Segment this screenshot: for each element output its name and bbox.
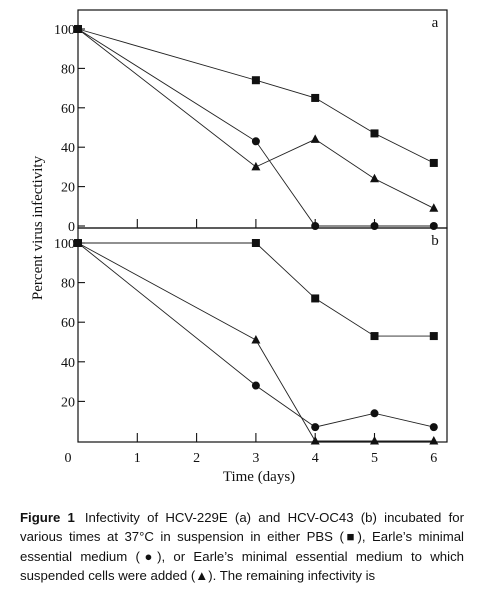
y-tick-label-a-40: 40 — [61, 141, 75, 156]
marker-triangle-b-0 — [73, 238, 83, 247]
marker-square-a-4 — [429, 158, 438, 167]
marker-circle-a-3 — [370, 222, 379, 230]
panel-a: 0 20 40 60 80 100 a — [54, 9, 448, 235]
series-line-a-triangle — [77, 28, 435, 209]
marker-triangle-b-4 — [429, 436, 439, 445]
series-line-b-square — [78, 242, 434, 337]
figure: Percent virus infectivity Time (days) 02… — [30, 9, 448, 485]
panel-b: 20 40 60 80 100 b 0 1 2 3 4 5 6 — [54, 227, 448, 466]
x-axis-label: Time (days) — [223, 469, 295, 485]
marker-triangle-a-1 — [251, 161, 261, 171]
marker-circle-a-2 — [311, 222, 320, 230]
marker-triangle-b-3 — [370, 436, 379, 445]
y-tick-label-a-20: 20 — [61, 181, 75, 196]
y-tick-label-b-60: 60 — [61, 316, 75, 331]
y-tick-label-a-0: 0 — [68, 220, 75, 235]
y-tick-label-a-80: 80 — [61, 62, 75, 77]
marker-circle-a-4 — [429, 222, 438, 230]
marker-triangle-a-0 — [73, 24, 83, 33]
marker-square-b-4 — [429, 332, 438, 341]
marker-triangle-b-1 — [251, 335, 261, 344]
marker-square-a-3 — [370, 129, 379, 138]
caption-label: Figure 1 — [20, 510, 75, 525]
marker-square-a-2 — [311, 93, 320, 102]
y-tick-label-b-40: 40 — [61, 356, 75, 371]
y-tick-label-a-60: 60 — [61, 102, 75, 117]
marker-circle-b-3 — [370, 409, 379, 418]
figure-caption: Figure 1 Infectivity of HCV-229E (a) and … — [20, 508, 464, 586]
y-tick-label-b-20: 20 — [61, 395, 75, 410]
marker-square-a-1 — [251, 76, 260, 85]
plot-frame-b — [77, 227, 448, 443]
y-tick-label-a-100: 100 — [54, 23, 75, 38]
x-tick-label-4: 4 — [312, 451, 319, 466]
x-tick-label-6: 6 — [430, 451, 437, 466]
marker-square-b-2 — [311, 294, 320, 303]
marker-triangle-a-2 — [310, 134, 320, 143]
marker-circle-b-4 — [429, 423, 438, 432]
marker-square-b-3 — [370, 332, 379, 341]
y-axis-label: Percent virus infectivity — [30, 155, 46, 300]
marker-triangle-b-2 — [310, 436, 320, 445]
marker-triangle-a-4 — [429, 203, 439, 212]
panel-label-b: b — [431, 233, 439, 249]
y-tick-label-b-100: 100 — [54, 237, 75, 252]
marker-square-b-1 — [251, 239, 260, 247]
marker-circle-b-1 — [251, 381, 260, 390]
y-tick-label-b-80: 80 — [61, 277, 75, 292]
panel-label-a: a — [432, 15, 439, 31]
marker-circle-b-2 — [311, 423, 320, 432]
x-tick-label-0: 0 — [65, 451, 72, 466]
x-tick-label-3: 3 — [252, 451, 259, 466]
marker-triangle-a-3 — [370, 173, 379, 183]
marker-circle-a-1 — [251, 137, 260, 146]
plot-frame-a — [77, 9, 448, 229]
x-tick-label-2: 2 — [193, 451, 200, 466]
x-tick-label-1: 1 — [134, 451, 141, 466]
caption-text: Infectivity of HCV-229E (a) and HCV-OC43… — [20, 510, 464, 584]
series-line-a-circle — [77, 28, 434, 227]
x-tick-label-5: 5 — [371, 451, 378, 466]
